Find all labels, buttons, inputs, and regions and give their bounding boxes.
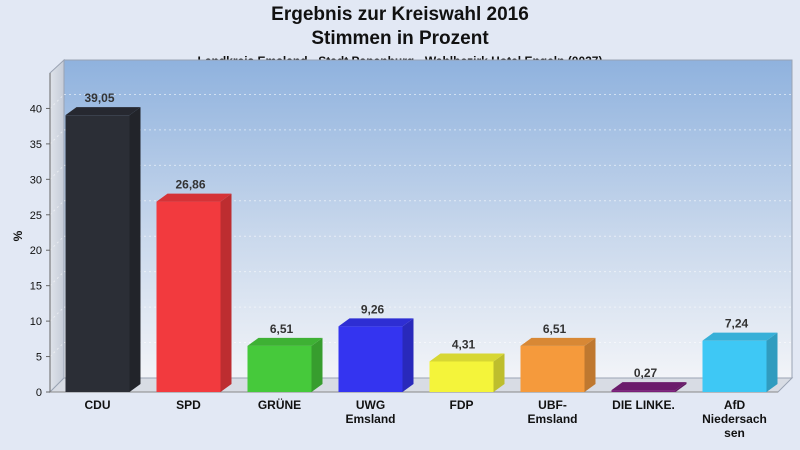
x-tick-label: AfD Niedersach sen — [702, 398, 767, 440]
x-tick-label: DIE LINKE. — [612, 398, 675, 412]
bar-top — [247, 337, 323, 346]
bar-front — [520, 345, 585, 392]
value-label: 26,86 — [175, 178, 205, 192]
x-tick-label-line: UWG — [356, 398, 385, 412]
x-tick-label: CDU — [85, 398, 111, 412]
bar-side — [493, 353, 505, 392]
x-tick-label-line: SPD — [176, 398, 201, 412]
bar-side — [311, 337, 323, 392]
y-tick-label: 0 — [36, 387, 42, 399]
value-label: 9,26 — [361, 302, 385, 316]
bar-top — [65, 107, 141, 116]
x-tick-label-line: AfD — [724, 398, 746, 412]
bar-top — [611, 382, 687, 391]
bar-top — [520, 337, 596, 346]
x-tick-label-line: Emsland — [527, 412, 577, 426]
x-tick-label-line: GRÜNE — [258, 397, 301, 412]
x-tick-label-line: Niedersach — [702, 412, 767, 426]
y-tick-label: 25 — [30, 210, 42, 222]
y-tick-label: 40 — [30, 103, 42, 115]
x-tick-label-line: sen — [724, 426, 745, 440]
x-tick-label: UWG Emsland — [345, 398, 395, 426]
gridline-side — [49, 342, 65, 357]
x-tick-label-line: FDP — [450, 398, 474, 412]
y-axis-label: % — [11, 230, 25, 241]
x-tick-label: FDP — [450, 398, 474, 412]
value-label: 4,31 — [452, 337, 476, 351]
bar-front — [338, 326, 403, 392]
bar — [247, 337, 323, 392]
bar — [702, 332, 778, 392]
bar-top — [156, 193, 232, 202]
y-tick-label: 20 — [30, 245, 42, 257]
bar — [156, 193, 232, 392]
gridline-side — [49, 306, 65, 322]
chart-title: Ergebnis zur Kreiswahl 2016 — [271, 4, 529, 25]
x-tick-label-line: CDU — [85, 398, 111, 412]
x-tick-label-line: DIE LINKE. — [612, 398, 675, 412]
x-tick-label: UBF-Emsland — [527, 398, 577, 426]
bar — [611, 382, 687, 392]
bar-front — [156, 201, 221, 392]
bar-side — [220, 193, 232, 392]
bar-top — [429, 353, 505, 362]
bar-side — [584, 337, 596, 392]
bar — [65, 107, 141, 392]
value-label: 6,51 — [543, 322, 567, 336]
bar-side — [129, 107, 141, 392]
value-label: 6,51 — [270, 322, 294, 336]
value-label: 39,05 — [84, 91, 114, 105]
gridline-side — [49, 94, 65, 109]
gridline-side — [49, 271, 65, 287]
y-tick-label: 30 — [30, 174, 42, 186]
bar-front — [65, 115, 130, 392]
bar-side — [766, 332, 778, 392]
x-tick-label: GRÜNE — [258, 397, 301, 412]
x-tick-label-line: UBF- — [538, 398, 567, 412]
bar-side — [402, 318, 414, 392]
bar-front — [247, 345, 312, 392]
bar-top — [702, 332, 778, 341]
value-label: 7,24 — [725, 317, 749, 331]
value-label: 0,27 — [634, 366, 658, 380]
bars: 39,05 26,86 6,51 9,26 4,31 6,51 0,27 7,24 — [65, 91, 778, 392]
x-tick-label-line: Emsland — [345, 412, 395, 426]
x-tick-label: SPD — [176, 398, 201, 412]
gridline-side — [49, 235, 65, 251]
bar-front — [611, 390, 676, 392]
bar-front — [702, 340, 767, 392]
bar — [429, 353, 505, 392]
y-tick-label: 10 — [30, 316, 42, 328]
bar — [520, 337, 596, 392]
y-tick-label: 5 — [36, 352, 42, 364]
bar — [338, 318, 414, 392]
y-tick-label: 15 — [30, 281, 42, 293]
bar-top — [338, 318, 414, 327]
gridline-side — [49, 129, 65, 145]
bar-side — [675, 382, 687, 392]
y-tick-label: 35 — [30, 139, 42, 151]
chart-subtitle: Stimmen in Prozent — [311, 28, 489, 49]
side-wall — [49, 58, 65, 394]
gridline-side — [49, 164, 65, 180]
bar-front — [429, 361, 494, 392]
gridline-side — [49, 200, 65, 216]
